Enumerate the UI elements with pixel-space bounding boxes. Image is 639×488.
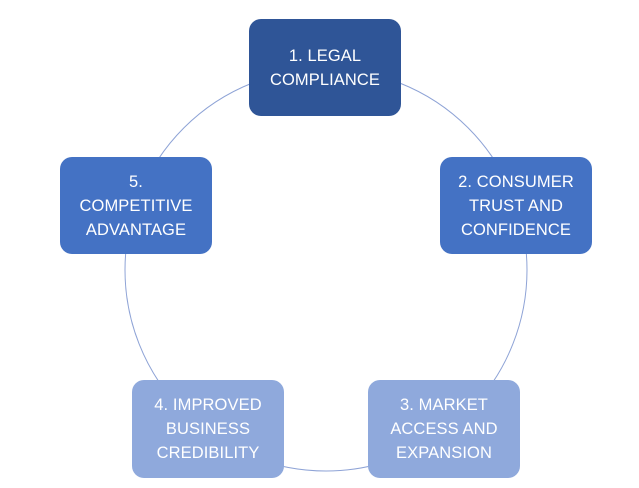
node-consumer-trust: 2. CONSUMER TRUST AND CONFIDENCE xyxy=(440,157,592,254)
node-2-line-2: TRUST AND xyxy=(468,196,564,215)
node-3-line-3: EXPANSION xyxy=(396,444,492,462)
node-2-line-1: 2. CONSUMER xyxy=(458,172,574,191)
node-3-line-1: 3. MARKET xyxy=(399,396,488,414)
node-4-line-1: 4. IMPROVED xyxy=(154,396,262,414)
node-4-line-2: BUSINESS xyxy=(165,420,251,438)
node-2-line-3: CONFIDENCE xyxy=(460,220,572,239)
node-competitive-advantage: 5. COMPETITIVE ADVANTAGE xyxy=(60,157,212,254)
node-market-access: 3. MARKET ACCESS AND EXPANSION xyxy=(368,380,520,478)
node-1-line-1: 1. LEGAL xyxy=(288,46,362,65)
node-5-line-1: 5. xyxy=(129,172,143,191)
node-5-line-3: ADVANTAGE xyxy=(85,220,187,239)
node-4-line-3: CREDIBILITY xyxy=(156,444,260,462)
node-business-credibility: 4. IMPROVED BUSINESS CREDIBILITY xyxy=(132,380,284,478)
node-1-line-2: COMPLIANCE xyxy=(269,70,381,89)
node-legal-compliance: 1. LEGAL COMPLIANCE xyxy=(249,19,401,116)
node-3-line-2: ACCESS AND xyxy=(390,420,498,438)
node-5-line-2: COMPETITIVE xyxy=(79,196,193,215)
